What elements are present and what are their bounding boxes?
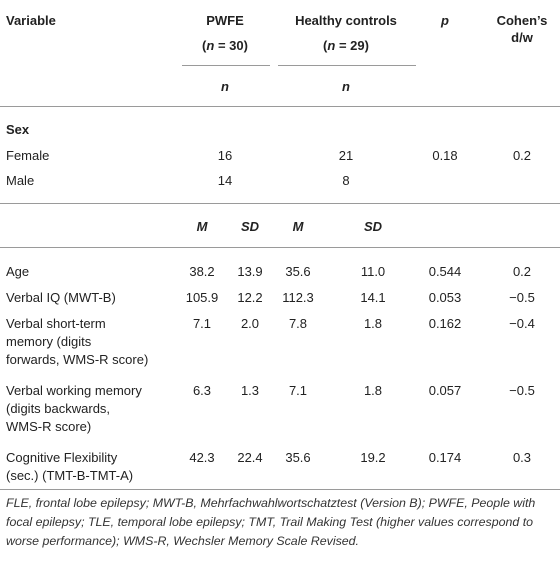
row-stm-sd1: 2.0 bbox=[240, 316, 260, 331]
row-stm-m1: 7.1 bbox=[192, 316, 212, 331]
row-cf-m1: 42.3 bbox=[189, 450, 215, 465]
row-wm-p: 0.057 bbox=[428, 383, 462, 398]
row-age-m1: 38.2 bbox=[189, 264, 215, 279]
row-cf-label-line2: (sec.) (TMT-B-TMT-A) bbox=[6, 468, 134, 483]
row-stm-label-line1: Verbal short-term bbox=[6, 316, 106, 331]
stats-rule bbox=[0, 247, 560, 248]
header-variable: Variable bbox=[6, 13, 56, 28]
row-age-sd1: 13.9 bbox=[237, 264, 263, 279]
header-effect-line1: Cohen’s bbox=[496, 13, 548, 28]
row-age-m2: 35.6 bbox=[285, 264, 311, 279]
stats-sd-g1: SD bbox=[240, 219, 260, 234]
row-stm-label-line3: forwards, WMS-R score) bbox=[6, 352, 149, 367]
table-bottom-rule bbox=[0, 489, 560, 490]
sex-female-g2: 21 bbox=[338, 148, 354, 163]
sex-female-label: Female bbox=[6, 148, 50, 163]
header-effect-line2: d/w bbox=[511, 30, 533, 45]
row-iq-m2: 112.3 bbox=[282, 290, 314, 305]
sex-male-g1: 14 bbox=[217, 173, 233, 188]
stats-m-g2: M bbox=[292, 219, 304, 234]
row-iq-effect: −0.5 bbox=[509, 290, 535, 305]
header-group1-name: PWFE bbox=[206, 13, 244, 28]
group1-n-pre: ( bbox=[202, 38, 207, 53]
sex-heading: Sex bbox=[6, 122, 30, 137]
row-wm-label-line2: (digits backwards, bbox=[6, 401, 111, 416]
row-cf-p: 0.174 bbox=[428, 450, 462, 465]
group2-n-post: = 29) bbox=[335, 38, 369, 53]
row-cf-effect: 0.3 bbox=[512, 450, 532, 465]
row-wm-m2: 7.1 bbox=[288, 383, 308, 398]
row-cf-sd1: 22.4 bbox=[237, 450, 263, 465]
sex-female-p: 0.18 bbox=[432, 148, 458, 163]
row-iq-p: 0.053 bbox=[428, 290, 462, 305]
row-cf-label-line1: Cognitive Flexibility bbox=[6, 450, 118, 465]
group1-underline bbox=[182, 65, 270, 66]
sex-rule bbox=[0, 203, 560, 204]
group2-n-symbol: n bbox=[327, 38, 336, 53]
row-wm-effect: −0.5 bbox=[509, 383, 535, 398]
group1-n-symbol: n bbox=[206, 38, 215, 53]
row-wm-m1: 6.3 bbox=[192, 383, 212, 398]
header-count-g2: n bbox=[342, 79, 350, 94]
row-stm-sd2: 1.8 bbox=[363, 316, 383, 331]
stats-sd-g2: SD bbox=[363, 219, 383, 234]
row-iq-sd1: 12.2 bbox=[237, 290, 263, 305]
sex-female-g1: 16 bbox=[217, 148, 233, 163]
row-age-p: 0.544 bbox=[428, 264, 462, 279]
header-rule bbox=[0, 106, 560, 107]
header-count-g1: n bbox=[221, 79, 229, 94]
row-iq-m1: 105.9 bbox=[185, 290, 219, 305]
group2-underline bbox=[278, 65, 416, 66]
row-wm-sd1: 1.3 bbox=[240, 383, 260, 398]
group1-n-post: = 30) bbox=[214, 38, 248, 53]
row-age-label: Age bbox=[6, 264, 30, 279]
row-iq-label: Verbal IQ (MWT-B) bbox=[6, 290, 116, 305]
row-age-sd2: 11.0 bbox=[360, 264, 386, 279]
row-stm-p: 0.162 bbox=[428, 316, 462, 331]
row-wm-label-line3: WMS-R score) bbox=[6, 419, 92, 434]
header-group2-name: Healthy controls bbox=[295, 13, 397, 28]
sex-female-effect: 0.2 bbox=[512, 148, 532, 163]
row-stm-m2: 7.8 bbox=[288, 316, 308, 331]
header-group1-n: (n = 30) bbox=[180, 38, 270, 54]
sex-male-g2: 8 bbox=[342, 173, 350, 188]
header-group2-n: (n = 29) bbox=[276, 38, 416, 54]
row-iq-sd2: 14.1 bbox=[360, 290, 386, 305]
table-footnote: FLE, frontal lobe epilepsy; MWT-B, Mehrf… bbox=[6, 496, 536, 548]
row-cf-m2: 35.6 bbox=[285, 450, 311, 465]
stats-m-g1: M bbox=[196, 219, 208, 234]
row-wm-sd2: 1.8 bbox=[363, 383, 383, 398]
row-wm-label-line1: Verbal working memory bbox=[6, 383, 142, 398]
row-age-effect: 0.2 bbox=[512, 264, 532, 279]
header-p: p bbox=[441, 13, 449, 28]
row-cf-sd2: 19.2 bbox=[360, 450, 386, 465]
row-stm-label-line2: memory (digits bbox=[6, 334, 92, 349]
group2-n-pre: ( bbox=[323, 38, 328, 53]
sex-male-label: Male bbox=[6, 173, 35, 188]
row-stm-effect: −0.4 bbox=[509, 316, 535, 331]
